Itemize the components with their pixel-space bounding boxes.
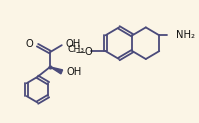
Text: OH: OH (67, 67, 82, 77)
Text: NH₂: NH₂ (176, 30, 195, 40)
Text: O: O (26, 39, 34, 49)
Text: —O: —O (75, 47, 93, 57)
Text: CH₃: CH₃ (67, 45, 84, 54)
Text: OH: OH (66, 39, 81, 49)
Polygon shape (50, 67, 62, 74)
